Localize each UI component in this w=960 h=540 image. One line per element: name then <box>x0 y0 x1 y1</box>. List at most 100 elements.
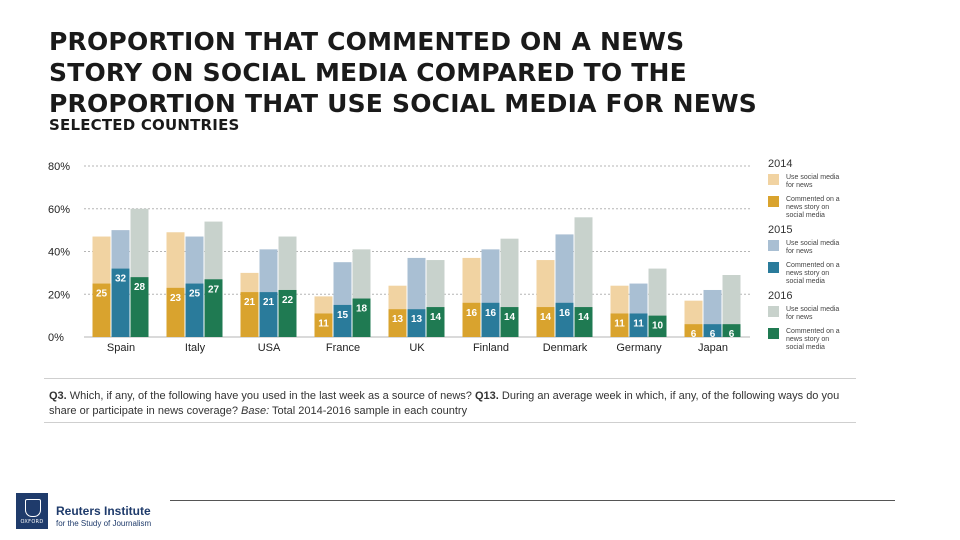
commented-bar-2015 <box>703 324 722 337</box>
data-label: 28 <box>134 282 146 293</box>
bar-chart: 0% 20% 40% 60% 80% 25 32 28 Spain 23 25 27 Italy 21 21… <box>48 158 840 354</box>
commented-bar-2014 <box>462 302 481 337</box>
commented-bar-2015 <box>407 309 426 337</box>
commented-bar-2014 <box>166 287 185 337</box>
x-tick-label: Denmark <box>543 342 588 354</box>
x-tick-label: Spain <box>107 342 135 354</box>
y-tick-label: 20% <box>48 289 70 301</box>
data-label: 6 <box>691 329 697 340</box>
legend-commented-label: Commented on a news story on social media <box>786 196 840 219</box>
data-label: 27 <box>208 284 220 295</box>
data-label: 14 <box>504 312 516 323</box>
legend-commented-swatch <box>768 196 779 207</box>
x-tick-label: UK <box>409 342 425 354</box>
data-label: 14 <box>540 312 552 323</box>
data-label: 11 <box>614 318 625 329</box>
data-label: 21 <box>263 297 275 308</box>
commented-bar-2014 <box>240 292 259 337</box>
commented-bar-2014 <box>388 309 407 337</box>
commented-bar-2016 <box>352 298 371 337</box>
commented-bar-2016 <box>648 315 667 337</box>
commented-bar-2016 <box>130 277 149 337</box>
note-divider-top <box>44 378 856 379</box>
legend-use-label: Use social media for news <box>786 174 839 189</box>
legend-year: 2014 <box>768 158 792 170</box>
x-tick-label: Italy <box>185 342 206 354</box>
commented-bar-2015 <box>555 302 574 337</box>
commented-bar-2016 <box>278 289 297 337</box>
legend-use-swatch <box>768 240 779 251</box>
legend-year: 2016 <box>768 290 792 302</box>
commented-bar-2015 <box>481 302 500 337</box>
data-label: 15 <box>337 310 349 321</box>
data-label: 13 <box>392 314 404 325</box>
x-tick-label: Germany <box>616 342 662 354</box>
data-label: 16 <box>559 308 571 319</box>
data-label: 25 <box>189 289 201 300</box>
commented-bar-2014 <box>684 324 703 337</box>
data-label: 11 <box>633 318 644 329</box>
x-tick-label: France <box>326 342 360 354</box>
legend-commented-swatch <box>768 328 779 339</box>
data-label: 23 <box>170 293 182 304</box>
commented-bar-2016 <box>500 307 519 337</box>
y-tick-label: 80% <box>48 161 70 173</box>
commented-bar-2014 <box>610 313 629 337</box>
legend-use-swatch <box>768 306 779 317</box>
question-note: Q3. Which, if any, of the following have… <box>49 389 849 419</box>
title-line-3: PROPORTION THAT USE SOCIAL MEDIA FOR NEW… <box>49 89 758 118</box>
q3-label: Q3. <box>49 390 67 402</box>
data-label: 6 <box>729 329 735 340</box>
commented-bar-2016 <box>722 324 741 337</box>
data-label: 13 <box>411 314 423 325</box>
data-label: 10 <box>652 321 664 332</box>
logo-name: Reuters Institute <box>56 504 151 518</box>
legend-commented-label: Commented on a news story on social media <box>786 262 840 285</box>
note-divider-bottom <box>44 422 856 423</box>
data-label: 6 <box>710 329 716 340</box>
commented-bar-2014 <box>536 307 555 337</box>
commented-bar-2015 <box>259 292 278 337</box>
legend-use-swatch <box>768 174 779 185</box>
title-line-1: PROPORTION THAT COMMENTED ON A NEWS <box>49 27 685 56</box>
x-tick-label: USA <box>258 342 281 354</box>
legend-commented-label: Commented on a news story on social media <box>786 328 840 351</box>
y-tick-label: 40% <box>48 247 70 259</box>
data-label: 32 <box>115 274 127 285</box>
data-label: 14 <box>578 312 590 323</box>
legend-use-label: Use social media for news <box>786 306 839 321</box>
chart-subtitle: SELECTED COUNTRIES <box>49 116 240 134</box>
commented-bar-2015 <box>185 283 204 337</box>
commented-bar-2015 <box>629 313 648 337</box>
commented-bar-2016 <box>426 307 445 337</box>
base-label: Base: <box>241 405 270 417</box>
data-label: 22 <box>282 295 294 306</box>
chart-title: PROPORTION THAT COMMENTED ON A NEWS STOR… <box>49 26 757 119</box>
footer-divider <box>170 500 895 501</box>
x-tick-label: Finland <box>473 342 509 354</box>
data-label: 25 <box>96 289 108 300</box>
oxford-crest-icon: OXFORD <box>16 493 48 529</box>
legend-use-label: Use social media for news <box>786 240 839 255</box>
y-tick-label: 60% <box>48 204 70 216</box>
y-tick-label: 0% <box>48 332 64 344</box>
logo-subtitle: for the Study of Journalism <box>56 519 152 528</box>
use-bar-2016 <box>722 275 741 337</box>
commented-bar-2015 <box>111 268 130 337</box>
commented-bar-2016 <box>204 279 223 337</box>
q13-text: During an average week in which, if any,… <box>49 390 840 417</box>
legend-commented-swatch <box>768 262 779 273</box>
base-text: Total 2014-2016 sample in each country <box>269 405 468 417</box>
data-label: 16 <box>485 308 497 319</box>
data-label: 16 <box>466 308 478 319</box>
commented-bar-2014 <box>314 313 333 337</box>
data-label: 14 <box>430 312 442 323</box>
title-line-2: STORY ON SOCIAL MEDIA COMPARED TO THE <box>49 58 687 87</box>
commented-bar-2016 <box>574 307 593 337</box>
crest-text: OXFORD <box>20 519 44 525</box>
x-tick-label: Japan <box>698 342 728 354</box>
data-label: 21 <box>244 297 256 308</box>
q13-label: Q13. <box>474 390 499 402</box>
commented-bar-2015 <box>333 304 352 337</box>
data-label: 18 <box>356 304 368 315</box>
